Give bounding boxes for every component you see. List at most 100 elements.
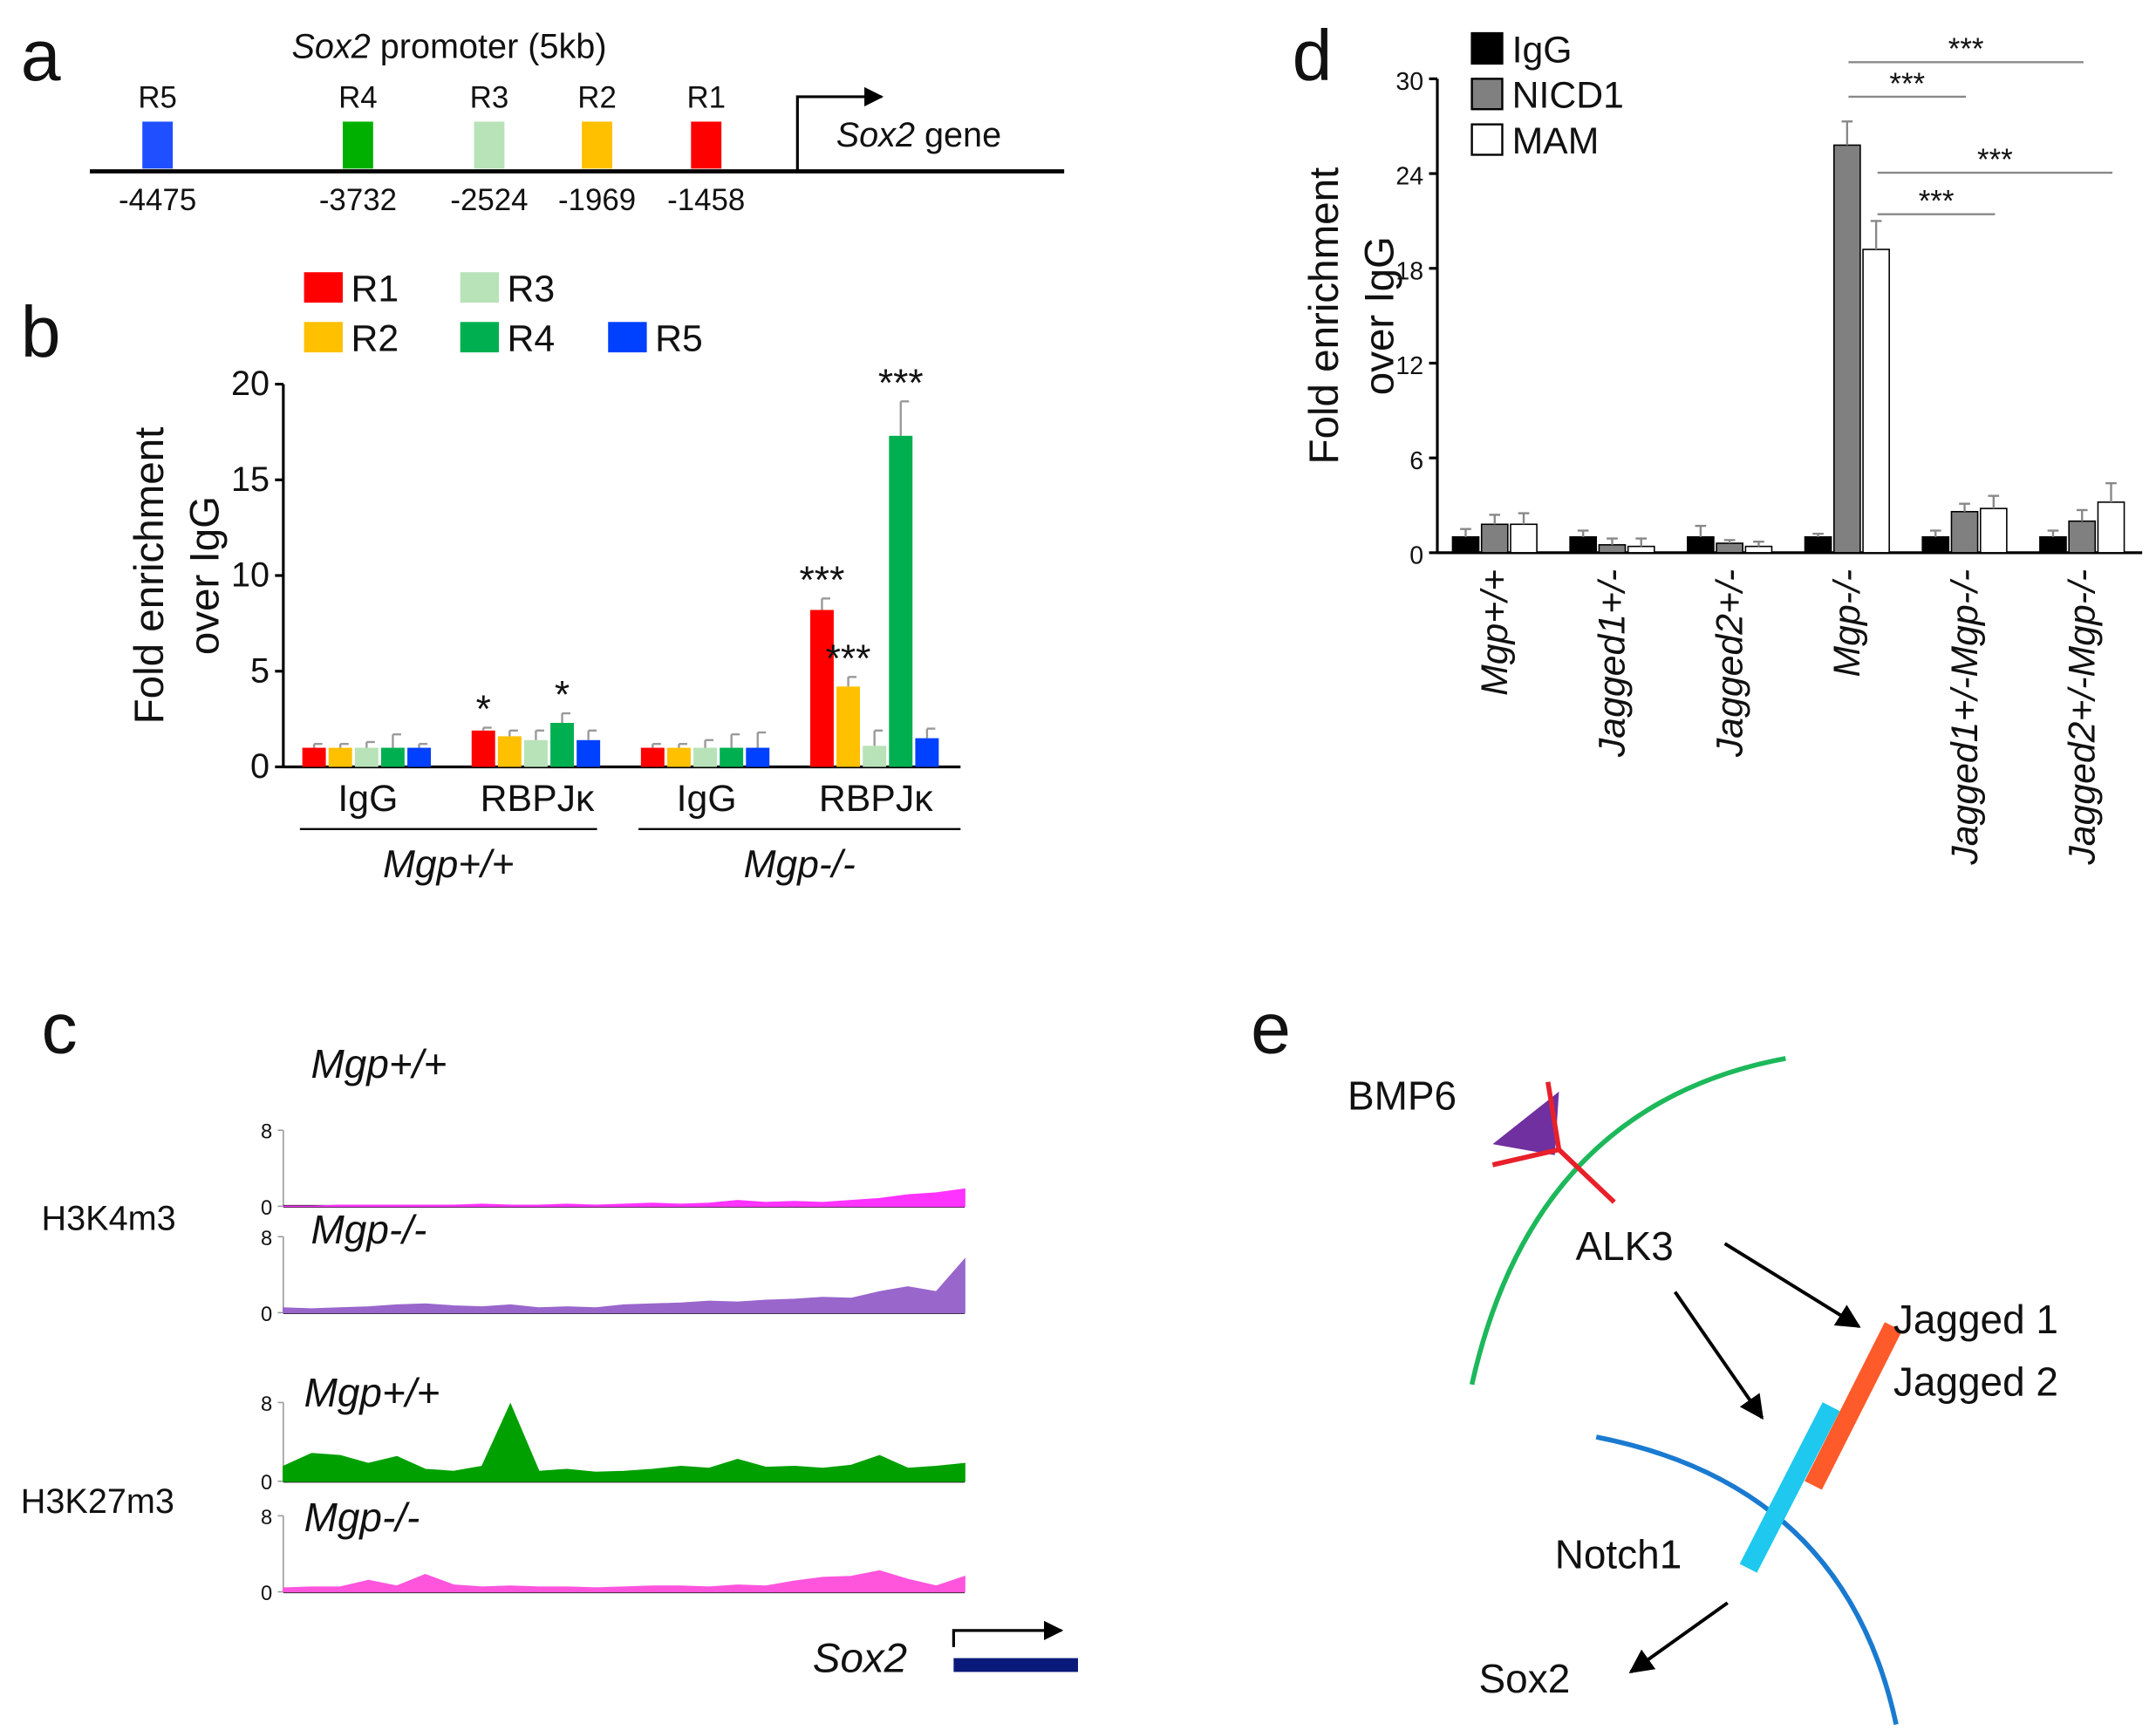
bar bbox=[640, 747, 665, 767]
region-box bbox=[474, 121, 505, 169]
bar bbox=[523, 739, 548, 767]
bar bbox=[889, 435, 913, 767]
bar bbox=[2068, 520, 2097, 554]
bar bbox=[1744, 545, 1773, 554]
region-position: -3732 bbox=[319, 183, 397, 217]
y-axis-label-line: Fold enrichment bbox=[1301, 167, 1348, 465]
x-tick-label: IgG bbox=[677, 778, 737, 820]
pathway-label: Jagged 2 bbox=[1893, 1359, 2058, 1404]
panel-letter: b bbox=[21, 292, 61, 372]
row-label: H3K27m3 bbox=[21, 1482, 174, 1521]
pathway-label: ALK3 bbox=[1575, 1223, 1673, 1269]
y-tick-label: 24 bbox=[1395, 163, 1423, 191]
bar bbox=[1804, 535, 1832, 554]
y-axis-label: Fold enrichment over IgG bbox=[1301, 167, 1402, 465]
x-tick-label: Mgp+/+ bbox=[1474, 569, 1516, 696]
track-title: Mgp-/- bbox=[311, 1207, 427, 1252]
legend-label: R5 bbox=[655, 318, 703, 360]
y-tick-label: 0 bbox=[261, 1196, 272, 1220]
x-tick-label: RBPJκ bbox=[481, 778, 595, 820]
y-tick-label: 0 bbox=[261, 1471, 272, 1495]
legend-label: R2 bbox=[351, 318, 399, 360]
y-axis-label-line: Fold enrichment bbox=[126, 427, 173, 725]
region-position: -4475 bbox=[119, 183, 196, 217]
region-label: R2 bbox=[577, 81, 617, 115]
signal-area bbox=[283, 1188, 965, 1208]
x-tick-label: Jagged2+/- bbox=[1709, 569, 1750, 758]
bar bbox=[407, 747, 432, 767]
region-label: R3 bbox=[470, 81, 509, 115]
signal-area bbox=[283, 1257, 965, 1314]
y-axis-label: Fold enrichment over IgG bbox=[126, 427, 228, 725]
arrow bbox=[1723, 1242, 1861, 1328]
arrow bbox=[1673, 1291, 1764, 1420]
significance: *** bbox=[1919, 184, 1955, 218]
track-title: Mgp-/- bbox=[304, 1495, 420, 1540]
significance: * bbox=[476, 688, 491, 731]
y-tick-label: 8 bbox=[261, 1393, 272, 1416]
y-axis-label-line: over IgG bbox=[181, 496, 228, 655]
significance: *** bbox=[1977, 143, 2013, 177]
group-label: Mgp+/+ bbox=[383, 843, 514, 886]
bar bbox=[2039, 535, 2067, 554]
x-tick-label: Mgp-/- bbox=[1826, 569, 1868, 678]
bar bbox=[1627, 545, 1655, 554]
notch-bar bbox=[1739, 1402, 1840, 1573]
panel-letter: d bbox=[1293, 16, 1333, 96]
x-tick-label: Jagged1+/- bbox=[1592, 569, 1634, 758]
y-tick-label: 15 bbox=[231, 460, 270, 499]
arrow bbox=[1628, 1601, 1729, 1674]
bar bbox=[1598, 544, 1627, 554]
x-tick-label: RBPJκ bbox=[819, 778, 933, 820]
region-box bbox=[691, 121, 722, 169]
significance: * bbox=[555, 674, 570, 717]
pathway-label: Notch1 bbox=[1555, 1532, 1682, 1577]
legend-label: MAM bbox=[1512, 120, 1600, 162]
title-text: promoter (5kb) bbox=[380, 28, 607, 66]
y-tick-label: 0 bbox=[261, 1303, 272, 1326]
bar bbox=[1832, 144, 1861, 554]
bar bbox=[666, 747, 691, 767]
legend-swatch bbox=[304, 322, 343, 353]
bar bbox=[1480, 523, 1509, 554]
jagged-bar bbox=[1805, 1322, 1902, 1490]
y-axis-label-line: over IgG bbox=[1356, 236, 1402, 395]
signal-area bbox=[283, 1570, 965, 1593]
bar bbox=[354, 747, 379, 767]
gene-arrow bbox=[952, 1620, 1064, 1647]
pathway-label: BMP6 bbox=[1348, 1073, 1457, 1118]
bar bbox=[693, 747, 718, 767]
legend-swatch bbox=[460, 322, 500, 353]
y-tick-label: 5 bbox=[250, 651, 270, 690]
significance: *** bbox=[826, 637, 871, 680]
gene-word: gene bbox=[924, 116, 1001, 154]
y-tick-label: 6 bbox=[1409, 447, 1423, 475]
panel-letter: c bbox=[42, 989, 78, 1069]
legend-swatch bbox=[304, 272, 343, 303]
region-position: -1969 bbox=[558, 183, 636, 217]
legend-swatch bbox=[608, 322, 647, 353]
y-tick-label: 0 bbox=[1409, 542, 1423, 570]
pathway-label: Sox2 bbox=[1479, 1656, 1571, 1701]
legend-label: R4 bbox=[508, 318, 556, 360]
significance: *** bbox=[800, 559, 845, 602]
bar bbox=[497, 736, 522, 767]
y-tick-label: 8 bbox=[261, 1227, 272, 1250]
region-position: -2524 bbox=[450, 183, 528, 217]
track-title: Mgp+/+ bbox=[311, 1041, 447, 1086]
bar bbox=[915, 738, 939, 767]
y-tick-label: 30 bbox=[1395, 68, 1423, 96]
bar bbox=[1979, 507, 2008, 554]
panel-letter: a bbox=[21, 16, 61, 96]
gene-bar bbox=[953, 1658, 1078, 1672]
cell-membrane bbox=[1469, 1056, 1786, 1386]
y-tick-label: 20 bbox=[231, 364, 270, 403]
bar bbox=[1510, 523, 1538, 554]
bar bbox=[1862, 249, 1890, 554]
gene-name: Sox2 bbox=[813, 1635, 907, 1681]
group-label: Mgp-/- bbox=[744, 843, 856, 886]
y-tick-label: 0 bbox=[250, 747, 270, 786]
region-box bbox=[342, 121, 373, 169]
legend-swatch bbox=[1470, 78, 1504, 111]
